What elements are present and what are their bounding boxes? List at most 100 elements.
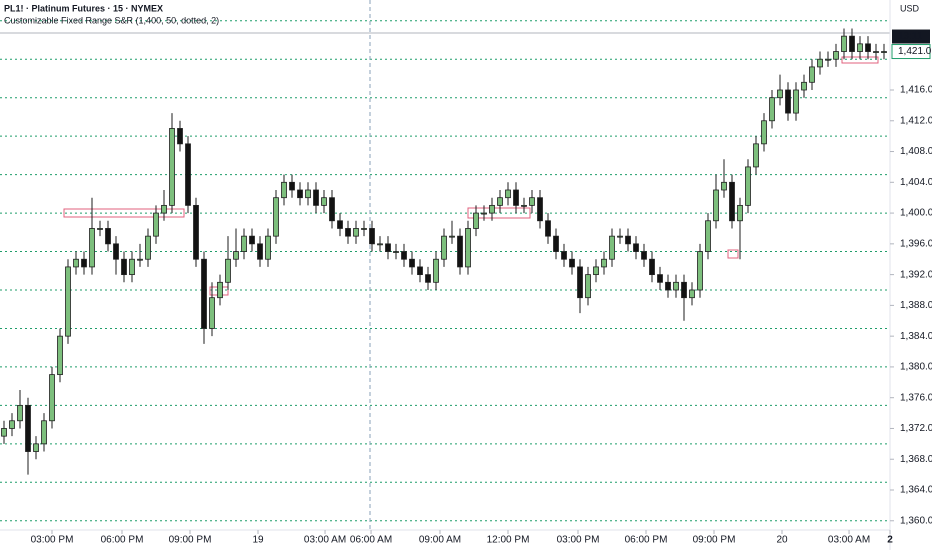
candle-body bbox=[633, 243, 639, 252]
candle-body bbox=[25, 404, 31, 452]
candle-body bbox=[345, 228, 351, 237]
candle-body bbox=[417, 266, 423, 276]
y-tick-label: 1,404.0 bbox=[900, 177, 932, 188]
candle-body bbox=[857, 43, 863, 52]
y-tick-label: 1,392.0 bbox=[900, 269, 932, 280]
candle-body bbox=[433, 258, 439, 283]
candle-body bbox=[593, 266, 599, 276]
candle-body bbox=[553, 235, 559, 252]
candle-body bbox=[585, 274, 591, 299]
currency: USD bbox=[900, 3, 920, 13]
candle-body bbox=[641, 251, 647, 260]
candle-body bbox=[513, 189, 519, 206]
candle-body bbox=[745, 166, 751, 206]
candle-body bbox=[801, 81, 807, 91]
candle-body bbox=[369, 228, 375, 245]
candle-body bbox=[385, 243, 391, 252]
candle-body bbox=[289, 181, 295, 191]
x-tick-label: 03:00 AM bbox=[828, 535, 870, 546]
y-tick-label: 1,364.0 bbox=[900, 485, 932, 496]
candle-body bbox=[177, 128, 183, 145]
candle-body bbox=[737, 204, 743, 222]
candle-body bbox=[153, 212, 159, 237]
candle-body bbox=[761, 120, 767, 145]
candle-body bbox=[121, 258, 127, 276]
candle-body bbox=[569, 258, 575, 268]
candle-body bbox=[609, 235, 615, 260]
candle-body bbox=[505, 189, 511, 199]
zone-box bbox=[467, 207, 531, 219]
indicator-label: Customizable Fixed Range S&R (1,400, 50,… bbox=[4, 15, 219, 25]
candle-body bbox=[321, 197, 327, 206]
candle-body bbox=[273, 197, 279, 237]
y-tick-label: 1,372.0 bbox=[900, 423, 932, 434]
y-tick-label: 1,388.0 bbox=[900, 300, 932, 311]
candle-body bbox=[849, 35, 855, 52]
candle-body bbox=[481, 212, 487, 215]
candle-body bbox=[457, 235, 463, 268]
candle-body bbox=[329, 197, 335, 222]
candle-body bbox=[441, 235, 447, 260]
candle-body bbox=[185, 143, 191, 206]
candle-body bbox=[73, 258, 79, 268]
candle-body bbox=[721, 181, 727, 191]
candle-body bbox=[705, 220, 711, 252]
candle-body bbox=[865, 43, 871, 52]
candle-body bbox=[537, 197, 543, 222]
candle-body bbox=[281, 181, 287, 199]
candle-body bbox=[401, 251, 407, 260]
y-tick-label: 1,412.0 bbox=[900, 115, 932, 126]
candle-body bbox=[49, 374, 55, 422]
countdown-box bbox=[892, 29, 930, 44]
candle-body bbox=[577, 266, 583, 299]
price-label: 1,421.0 bbox=[898, 46, 932, 57]
candle-body bbox=[873, 51, 879, 53]
x-tick-label: 09:00 PM bbox=[169, 535, 212, 546]
x-tick-label: 03:00 AM bbox=[304, 535, 346, 546]
candle-body bbox=[841, 35, 847, 52]
candle-body bbox=[617, 235, 623, 238]
candle-body bbox=[665, 281, 671, 291]
y-tick-label: 1,396.0 bbox=[900, 238, 932, 249]
candle-body bbox=[681, 281, 687, 299]
candle-body bbox=[521, 204, 527, 207]
x-tick-label: 2 bbox=[887, 535, 893, 546]
candle-body bbox=[753, 143, 759, 168]
candle-body bbox=[793, 89, 799, 114]
x-tick-label: 12:00 PM bbox=[487, 535, 530, 546]
candle-body bbox=[193, 204, 199, 260]
candle-body bbox=[145, 235, 151, 260]
candle-body bbox=[697, 251, 703, 291]
x-tick-label: 20 bbox=[776, 535, 788, 546]
y-tick-label: 1,384.0 bbox=[900, 331, 932, 342]
candle-body bbox=[257, 243, 263, 260]
candles bbox=[1, 28, 887, 475]
candle-body bbox=[337, 220, 343, 229]
y-tick-label: 1,360.0 bbox=[900, 515, 932, 526]
zone-box bbox=[63, 208, 185, 218]
candle-body bbox=[305, 189, 311, 199]
candle-body bbox=[497, 197, 503, 206]
candle-body bbox=[161, 204, 167, 214]
candle-body bbox=[313, 189, 319, 206]
candle-body bbox=[673, 281, 679, 291]
candle-body bbox=[89, 228, 95, 268]
x-tick-label: 09:00 PM bbox=[693, 535, 736, 546]
candle-body bbox=[113, 243, 119, 260]
x-tick-label: 03:00 PM bbox=[557, 535, 600, 546]
candle-body bbox=[105, 228, 111, 245]
candle-body bbox=[65, 266, 71, 337]
candle-body bbox=[545, 220, 551, 237]
candle-body bbox=[297, 189, 303, 199]
y-tick-label: 1,416.0 bbox=[900, 85, 932, 96]
y-tick-label: 1,368.0 bbox=[900, 454, 932, 465]
candle-body bbox=[225, 258, 231, 283]
candle-body bbox=[377, 243, 383, 246]
candle-body bbox=[777, 89, 783, 99]
candle-body bbox=[465, 228, 471, 268]
candle-body bbox=[217, 281, 223, 299]
candle-body bbox=[361, 228, 367, 230]
candle-body bbox=[601, 258, 607, 268]
candle-body bbox=[529, 197, 535, 206]
